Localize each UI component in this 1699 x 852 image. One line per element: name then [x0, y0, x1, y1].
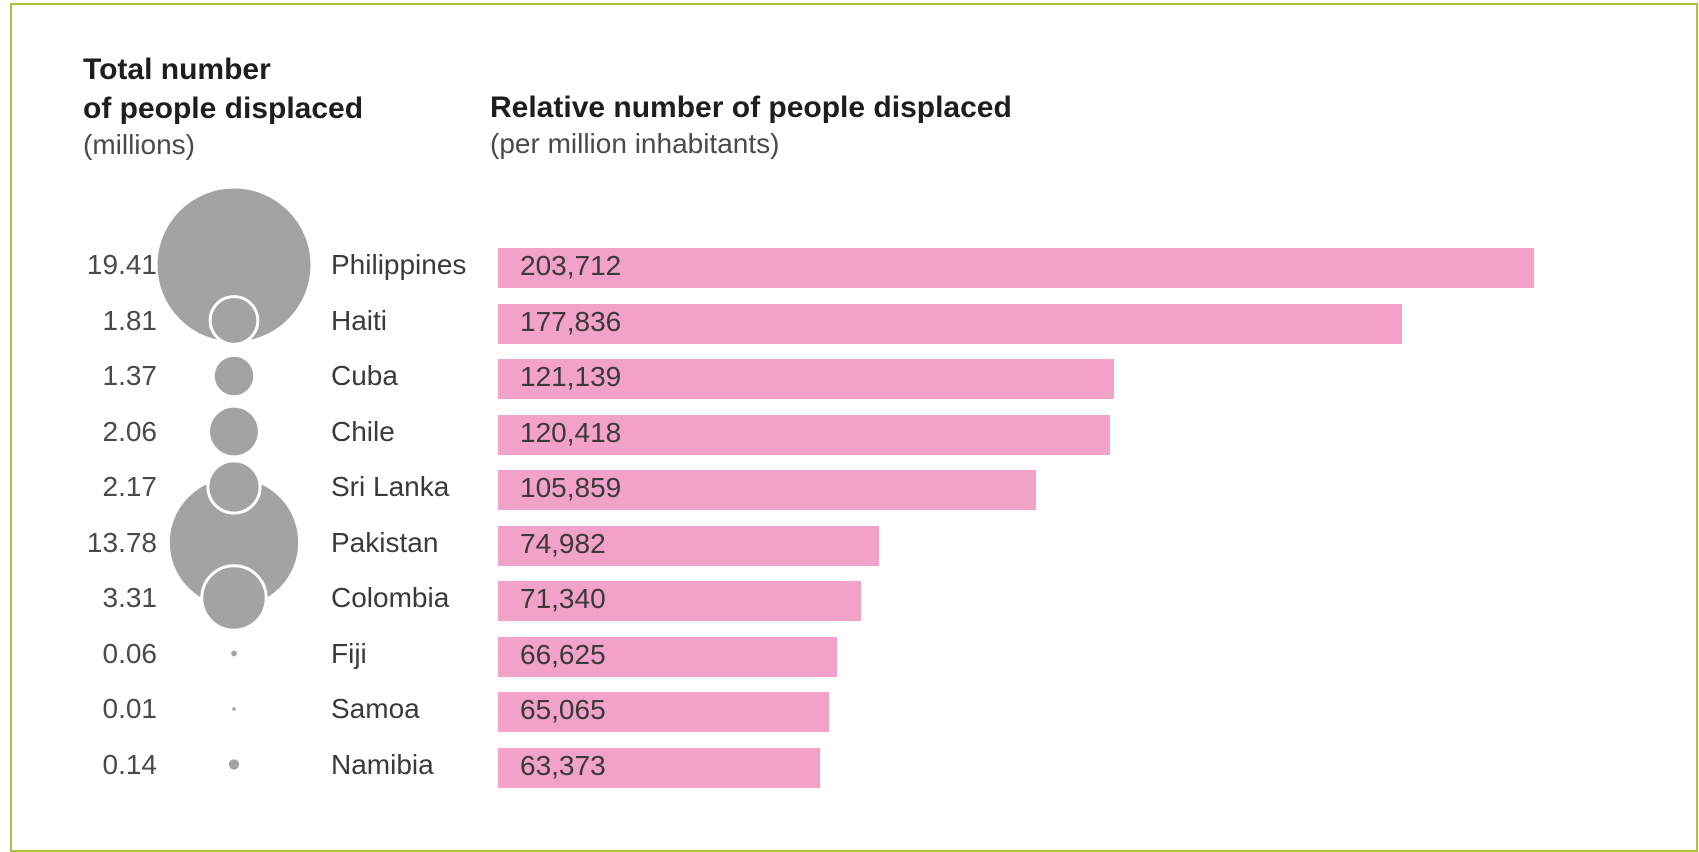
country-label-haiti: Haiti — [331, 304, 388, 336]
bar-value-haiti: 177,836 — [520, 305, 622, 337]
country-label-philippines: Philippines — [331, 249, 467, 280]
bar-value-philippines: 203,712 — [520, 250, 622, 281]
country-label-samoa: Samoa — [331, 693, 420, 724]
total-value-cuba: 1.37 — [102, 360, 158, 391]
bar-namibia — [498, 747, 821, 788]
bar-cuba — [498, 359, 1115, 399]
bar-value-cuba: 121,139 — [520, 361, 622, 392]
bar-philippines — [498, 248, 1534, 288]
bar-value-namibia: 63,373 — [520, 749, 606, 781]
relative-title: Relative number of people displaced — [490, 91, 1012, 124]
bar-pakistan — [498, 525, 880, 566]
country-label-chile: Chile — [331, 415, 395, 447]
bar-haiti — [498, 303, 1403, 344]
total-title-line2: of people displaced — [83, 92, 364, 125]
bar-sri-lanka — [498, 470, 1037, 510]
bar-chile — [498, 414, 1111, 455]
bar-samoa — [498, 692, 829, 732]
relative-displaced-header: Relative number of people displaced (per… — [490, 88, 1012, 161]
bar-fiji — [498, 636, 837, 677]
total-unit: (millions) — [83, 129, 195, 160]
total-value-samoa: 0.01 — [102, 693, 158, 724]
bar-value-fiji: 66,625 — [520, 638, 606, 670]
bar-value-colombia: 71,340 — [520, 583, 606, 614]
country-label-cuba: Cuba — [331, 360, 398, 391]
total-value-haiti: 1.81 — [102, 304, 158, 336]
total-value-namibia: 0.14 — [102, 748, 158, 780]
total-value-sri-lanka: 2.17 — [102, 471, 158, 502]
total-value-colombia: 3.31 — [102, 582, 158, 613]
total-value-chile: 2.06 — [102, 415, 158, 447]
country-label-colombia: Colombia — [331, 582, 450, 613]
bar-colombia — [498, 581, 861, 621]
total-value-philippines: 19.41 — [86, 249, 157, 280]
country-label-namibia: Namibia — [331, 748, 434, 780]
total-value-fiji: 0.06 — [102, 637, 158, 669]
bar-value-chile: 120,418 — [520, 416, 622, 448]
country-label-sri-lanka: Sri Lanka — [331, 471, 450, 502]
total-title-line1: Total number — [83, 53, 271, 86]
country-label-fiji: Fiji — [331, 637, 367, 669]
total-displaced-header: Total number of people displaced (millio… — [83, 50, 363, 162]
relative-unit: (per million inhabitants) — [490, 128, 780, 159]
bar-value-sri-lanka: 105,859 — [520, 472, 622, 503]
country-label-pakistan: Pakistan — [331, 526, 439, 558]
bar-value-pakistan: 74,982 — [520, 527, 606, 559]
bar-value-samoa: 65,065 — [520, 694, 606, 725]
total-value-pakistan: 13.78 — [86, 526, 157, 558]
